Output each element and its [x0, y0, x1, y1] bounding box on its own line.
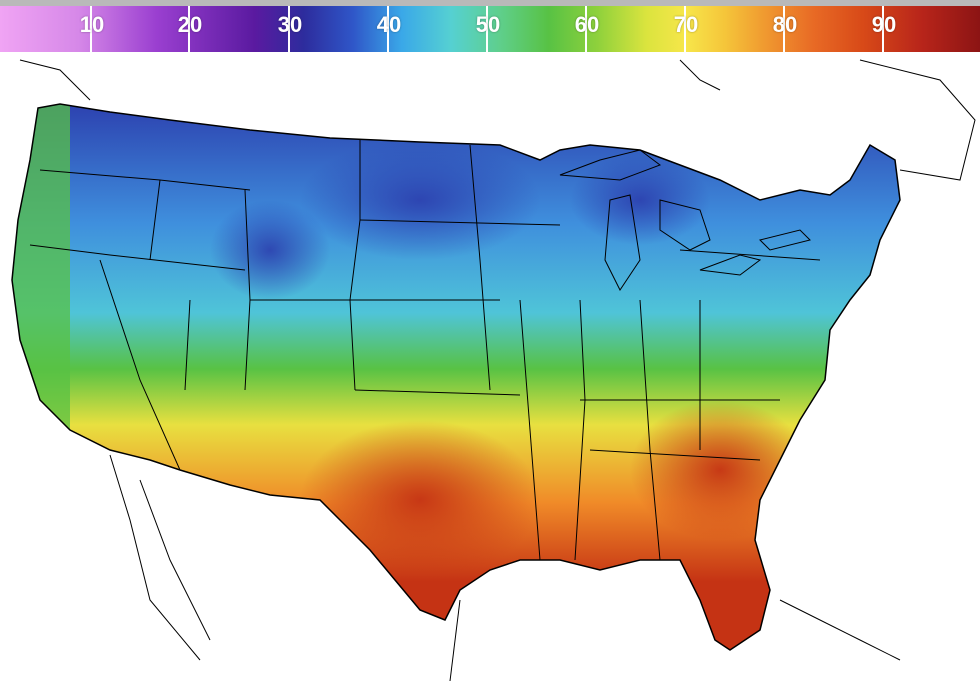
legend-tick: [585, 6, 587, 52]
legend-tick-label: 30: [277, 12, 303, 37]
legend-tick-label: 10: [79, 12, 105, 37]
legend-tick: [783, 6, 785, 52]
temperature-map: [11, 59, 976, 681]
temperature-field: [12, 104, 900, 650]
legend-tick-label: 70: [673, 12, 699, 37]
legend-tick: [90, 6, 92, 52]
neighbor-outlines: [19, 59, 976, 681]
country-outline: [11, 103, 901, 651]
legend-tick: [188, 6, 190, 52]
legend-tick: [288, 6, 290, 52]
legend-tick-label: 80: [772, 12, 798, 37]
state-borders: [29, 140, 821, 561]
legend-tick: [684, 6, 686, 52]
legend-tick-label: 40: [376, 12, 402, 37]
legend-tick: [486, 6, 488, 52]
legend-tick: [882, 6, 884, 52]
legend-tick: [387, 6, 389, 52]
legend-tick-label: 60: [574, 12, 600, 37]
legend-tick-label: 90: [871, 12, 897, 37]
great-lakes-outline: [559, 149, 811, 291]
top-divider: [0, 0, 980, 6]
temperature-legend-bar: 10 20 30 40 50 60 70 80 90: [0, 6, 980, 52]
legend-tick-label: 20: [177, 12, 203, 37]
legend-tick-label: 50: [475, 12, 501, 37]
